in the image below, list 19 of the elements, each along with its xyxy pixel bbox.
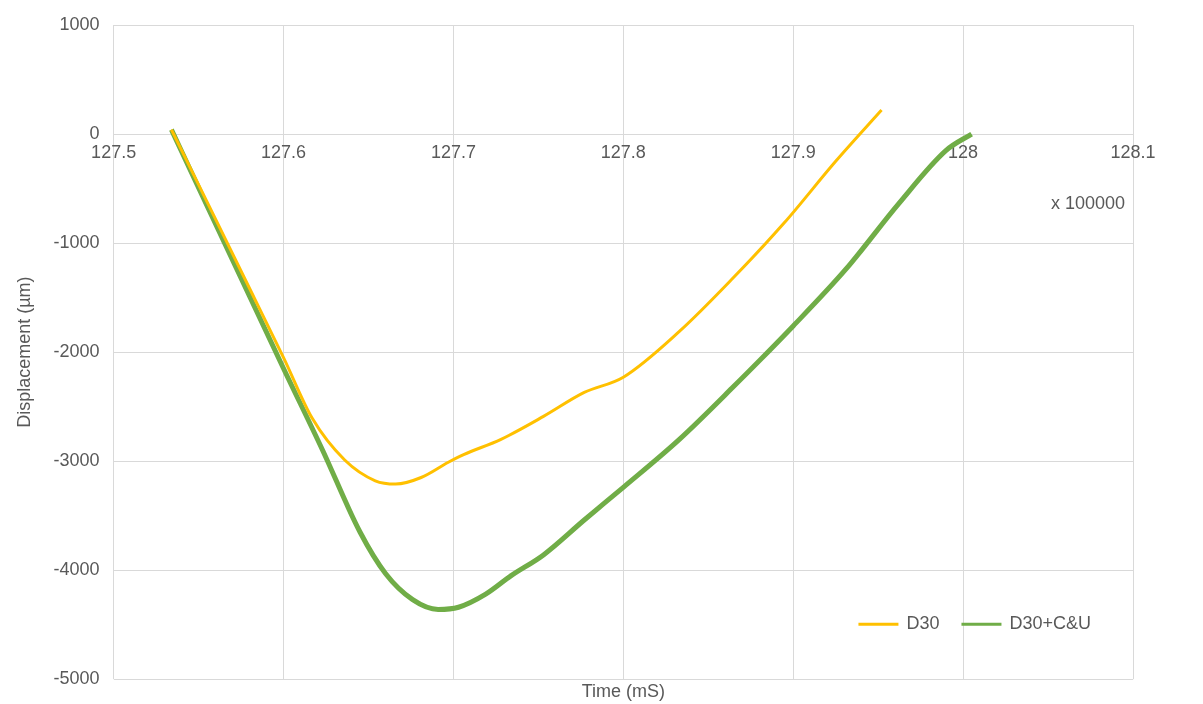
x-tick-label: 127.5 [91,141,137,162]
line-series [169,108,884,486]
x-tick-label: 128.1 [1110,141,1156,162]
y-tick-label: -1000 [53,232,100,253]
x-tick-label: 127.9 [770,141,816,162]
legend-label: D30 [906,613,940,634]
y-tick-label: -3000 [53,450,100,471]
x-axis-title: Time (mS) [581,681,665,702]
x-tick-label: 127.6 [261,141,307,162]
y-tick-label: 1000 [59,13,100,34]
x-tick-label: 127.7 [430,141,476,162]
y-tick-label: 0 [89,123,100,143]
y-tick-label: -5000 [53,668,100,689]
x-tick-label: 127.8 [600,141,646,162]
y-tick-label: -2000 [53,341,100,362]
annotation: x 100000 [1050,193,1125,213]
y-tick-label: -4000 [53,559,100,580]
legend-label: D30+C&U [1009,613,1092,634]
y-axis-title: Displacement (µm) [13,276,34,428]
